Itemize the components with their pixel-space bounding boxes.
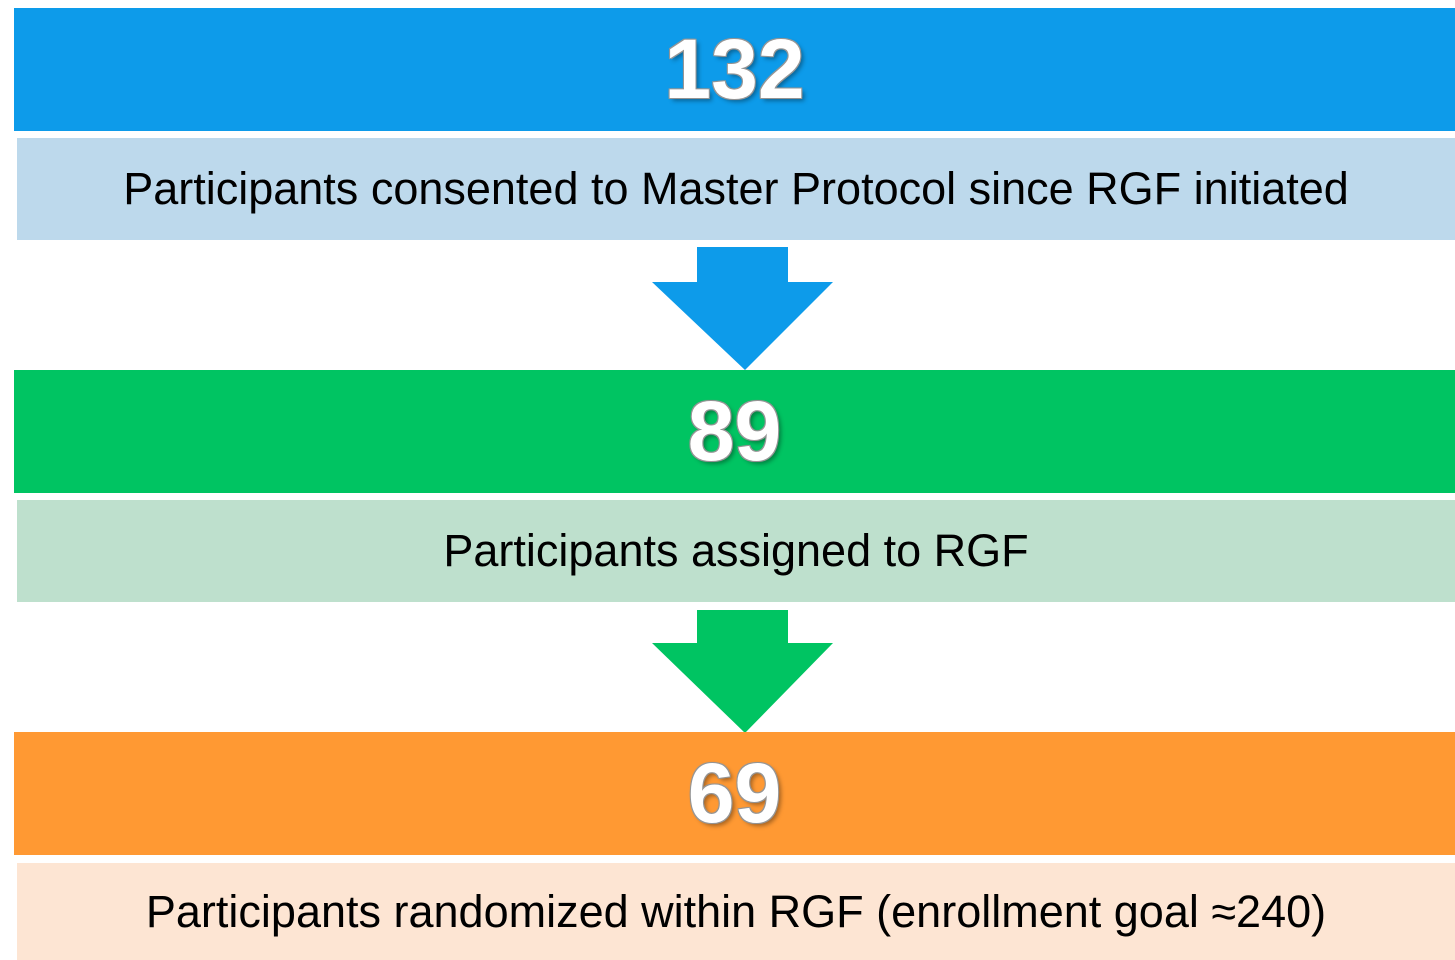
stage-label: Participants assigned to RGF	[17, 500, 1455, 602]
stage-label: Participants consented to Master Protoco…	[17, 138, 1455, 240]
arrow	[652, 247, 833, 370]
stage-number: 132	[14, 8, 1455, 131]
arrow	[652, 610, 833, 733]
stage-number: 89	[14, 370, 1455, 493]
stage-label: Participants randomized within RGF (enro…	[17, 863, 1455, 960]
stage-number: 69	[14, 732, 1455, 855]
